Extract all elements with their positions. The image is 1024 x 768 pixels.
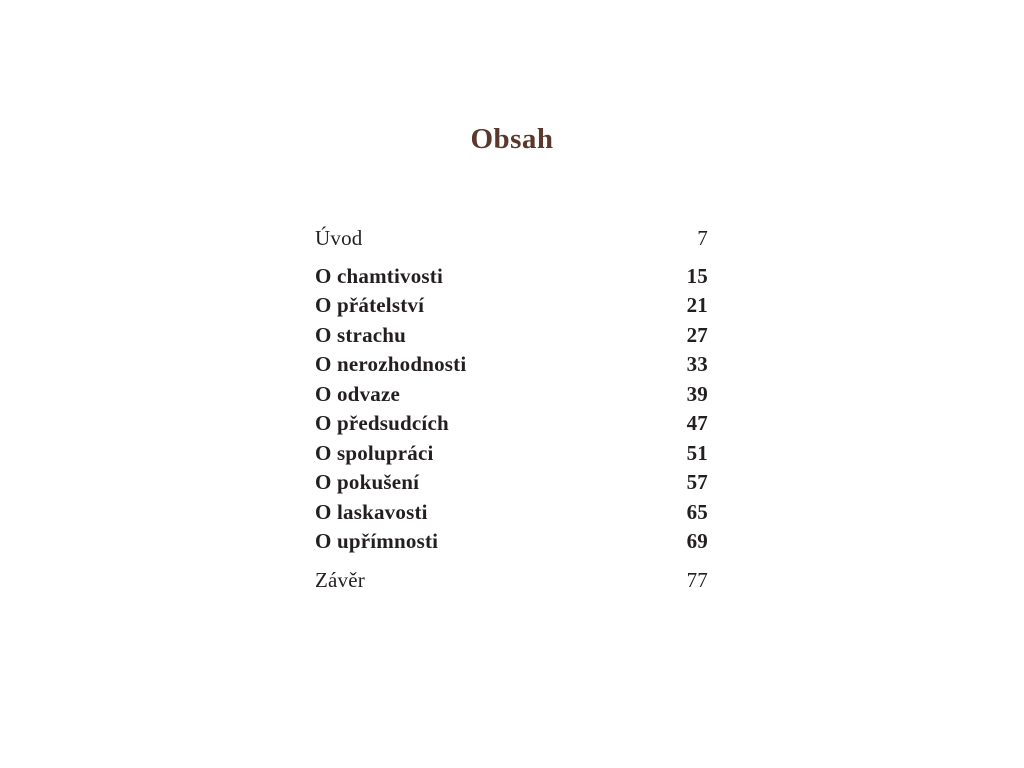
toc-entry: O přátelství 21 (315, 291, 708, 321)
toc-entry-page-number: 27 (686, 322, 708, 347)
toc-entry-label: O přátelství (315, 293, 425, 317)
toc-entry-label: O chamtivosti (315, 263, 444, 288)
toc-entry: O pokušení 57 (315, 468, 708, 498)
toc-entry-page-number: 15 (686, 263, 708, 288)
page-title: Obsah (470, 123, 554, 155)
toc-entry: O chamtivosti 15 (315, 262, 708, 292)
toc-entry-label: Úvod (315, 226, 363, 250)
toc-entry-page-number: 57 (686, 470, 708, 494)
toc-entry-page-number: 39 (686, 381, 708, 406)
toc-entry-page-number: 21 (686, 293, 708, 317)
toc-entry-page-number: 69 (686, 529, 708, 553)
toc-entry-label: O nerozhodnosti (315, 352, 467, 376)
toc-entry: O nerozhodnosti 33 (315, 350, 708, 380)
toc-list: Úvod 7 O chamtivosti 15 O přátelství 21 … (315, 224, 708, 595)
toc-entry: O předsudcích 47 (315, 409, 708, 439)
toc-entry-page-number: 47 (686, 411, 708, 435)
toc-entry-page-number: 33 (686, 352, 708, 376)
toc-entry: Závěr 77 (315, 566, 708, 596)
toc-entry-page-number: 77 (686, 567, 708, 592)
toc-entry: O spolupráci 51 (315, 439, 708, 469)
toc-entry: O laskavosti 65 (315, 498, 708, 528)
toc-entry-label: O strachu (315, 322, 407, 347)
toc-entry: O upřímnosti 69 (315, 527, 708, 557)
toc-entry-label: O upřímnosti (315, 529, 439, 553)
toc-entry-label: O předsudcích (315, 411, 449, 435)
toc-entry: Úvod 7 (315, 224, 708, 254)
toc-entry-label: O spolupráci (315, 440, 434, 465)
toc-entry: O strachu 27 (315, 321, 708, 351)
toc-entry-label: Závěr (315, 567, 365, 592)
toc-entry-label: O laskavosti (315, 499, 428, 524)
toc-entry-label: O pokušení (315, 470, 420, 494)
toc-entry: O odvaze 39 (315, 380, 708, 410)
toc-entry-page-number: 7 (697, 226, 708, 250)
toc-entry-page-number: 51 (686, 440, 708, 465)
toc-entry-page-number: 65 (686, 499, 708, 524)
toc-entry-label: O odvaze (315, 381, 401, 406)
